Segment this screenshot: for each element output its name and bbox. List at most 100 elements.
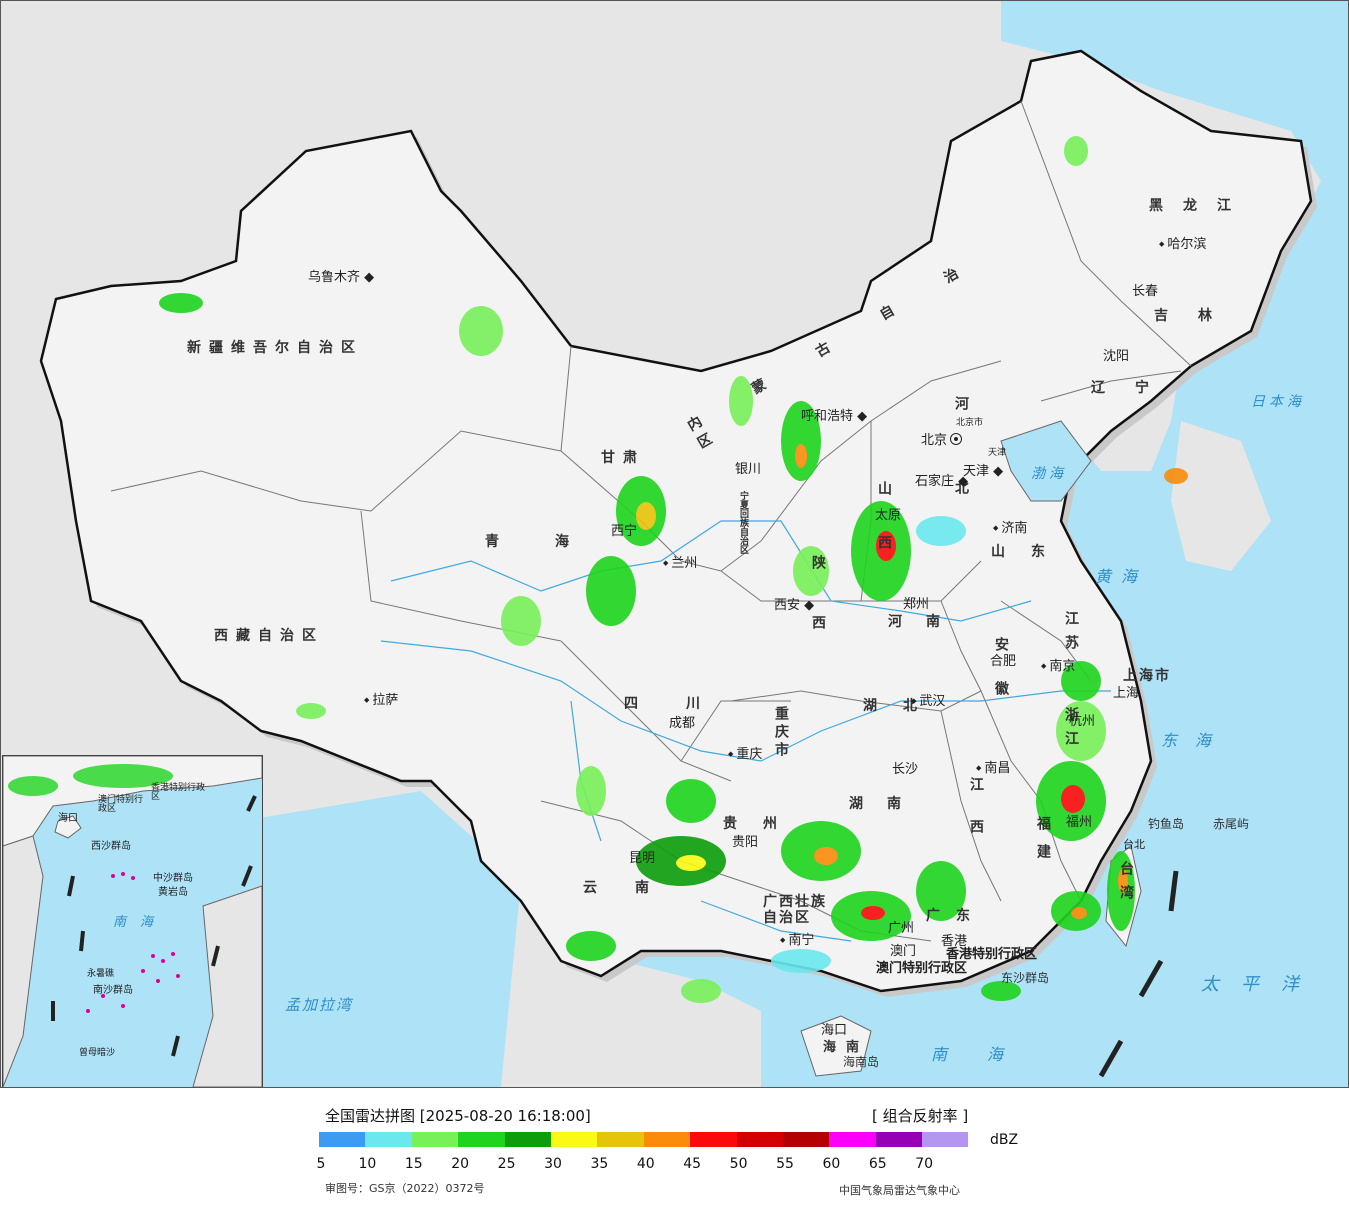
label-sea-pacific: 太平洋 xyxy=(1201,974,1321,995)
inset-canvas xyxy=(3,756,262,1087)
inset-label-south-sea: 南海 xyxy=(113,915,168,930)
colorbar-tick-label: 45 xyxy=(683,1156,702,1172)
city-nanjing: 南京 xyxy=(1041,660,1075,673)
colorbar-swatch xyxy=(782,1132,830,1147)
city-macau: 澳门 xyxy=(890,944,917,959)
label-province-yunnan: 云南 xyxy=(583,880,687,896)
inset-label-macau-sar: 澳门特别行政区 xyxy=(98,795,144,814)
colorbar-swatch xyxy=(550,1132,598,1147)
korea-japan-land xyxy=(1171,421,1271,571)
city-hefei: 合肥 xyxy=(990,654,1017,669)
dbz-colorbar xyxy=(319,1132,969,1147)
label-province-gansu: 甘肃 xyxy=(601,450,645,466)
province-borders xyxy=(110,100,1192,942)
colorbar-swatch xyxy=(458,1132,505,1147)
colorbar-swatch xyxy=(875,1132,923,1147)
label-hainan-island: 海南岛 xyxy=(843,1055,880,1069)
label-province-shanghai: 上海市 xyxy=(1123,668,1171,684)
city-wuhan: 武汉 xyxy=(911,695,945,708)
city-nanchang: 南昌 xyxy=(976,762,1010,775)
city-zhengzhou: 郑州 xyxy=(903,597,930,612)
label-tianjin-municipality: 天津 xyxy=(988,448,1007,458)
colorbar-swatch xyxy=(411,1132,459,1147)
colorbar-tick-label: 5 xyxy=(316,1156,326,1172)
city-tianjin: 天津 ◆ xyxy=(963,464,1004,479)
city-beijing: 北京 xyxy=(921,433,963,447)
label-province-shandong: 山东 xyxy=(991,544,1071,560)
label-province-hubei: 湖北 xyxy=(863,698,943,714)
city-fuzhou: 福州 xyxy=(1066,815,1093,830)
label-province-hunan: 湖南 xyxy=(849,796,925,812)
colorbar-tick-label: 25 xyxy=(497,1156,516,1172)
city-shenyang: 沈阳 xyxy=(1103,349,1130,364)
city-chongqing: 重庆 xyxy=(728,748,762,761)
colorbar-swatch xyxy=(736,1132,783,1147)
label-chiwei-islet: 赤尾屿 xyxy=(1213,817,1250,831)
organization: 中国气象局雷达气象中心 xyxy=(839,1184,960,1197)
label-sea-yellow: 黄海 xyxy=(1095,567,1148,586)
label-province-jilin: 吉林 xyxy=(1154,308,1242,324)
city-jinan: 济南 xyxy=(993,522,1027,535)
colorbar-tick-label: 40 xyxy=(636,1156,655,1172)
label-province-sichuan: 四川 xyxy=(624,696,748,712)
label-province-qinghai: 青海 xyxy=(485,534,625,550)
colorbar-tick-label: 15 xyxy=(404,1156,423,1172)
colorbar-tick-label: 30 xyxy=(544,1156,562,1172)
city-taiyuan: 太原 xyxy=(875,508,902,523)
legend-panel: 全国雷达拼图 [2025-08-20 16:18:00] [ 组合反射率 ] d… xyxy=(0,1088,1349,1208)
inset-label-haikou: 海口 xyxy=(58,813,78,824)
colorbar-tick-label: 20 xyxy=(451,1156,470,1172)
city-xining: 西宁 xyxy=(611,524,638,539)
label-province-guangdong: 广东 xyxy=(926,908,986,924)
colorbar-swatch xyxy=(319,1132,366,1147)
colorbar-swatch xyxy=(922,1132,969,1147)
label-province-heilongjiang: 黑龙江 xyxy=(1149,198,1251,214)
label-province-jiangsu: 江苏 xyxy=(1063,611,1079,659)
label-province-shanxi: 山西 xyxy=(876,481,892,589)
city-changsha: 长沙 xyxy=(892,762,919,777)
colorbar-swatch xyxy=(504,1132,551,1147)
approval-number: 审图号：GS京（2022）0372号 xyxy=(325,1182,485,1195)
inset-label-zhongsha: 中沙群岛 xyxy=(153,873,193,884)
colorbar-swatch xyxy=(643,1132,691,1147)
label-province-guizhou: 贵州 xyxy=(723,816,803,832)
colorbar-swatch xyxy=(365,1132,412,1147)
inset-label-zengmu: 曾母暗沙 xyxy=(79,1048,116,1058)
label-province-anhui: 安徽 xyxy=(993,637,1009,725)
city-kunming: 昆明 xyxy=(629,851,656,866)
hainan-island xyxy=(800,1015,872,1077)
city-hohhot: 呼和浩特 ◆ xyxy=(801,409,868,424)
city-hangzhou: 杭州 xyxy=(1069,714,1096,729)
bohai-sea xyxy=(1000,420,1092,502)
capital-icon xyxy=(950,433,963,445)
city-urumqi: 乌鲁木齐 ◆ xyxy=(308,270,375,285)
colorbar-swatch xyxy=(690,1132,737,1147)
city-guangzhou: 广州 xyxy=(888,921,915,936)
china-land xyxy=(39,49,1313,993)
city-hongkong: 香港 xyxy=(941,934,968,949)
city-xian: 西安 ◆ xyxy=(774,598,815,613)
colorbar-tick-label: 50 xyxy=(729,1156,748,1172)
city-nanning: 南宁 xyxy=(780,934,814,947)
city-shijiazhuang: 石家庄 ◆ xyxy=(915,474,969,489)
label-province-henan: 河南 xyxy=(888,614,964,630)
label-sea-east: 东海 xyxy=(1161,731,1230,750)
inset-label-huangyan: 黄岩岛 xyxy=(158,887,188,898)
label-province-guangxi: 广西壮族自治区 xyxy=(763,894,827,926)
city-changchun: 长春 xyxy=(1132,284,1159,299)
city-chengdu: 成都 xyxy=(669,716,696,731)
label-sea-japan: 日本海 xyxy=(1251,394,1305,410)
colorbar-tick-label: 55 xyxy=(776,1156,794,1172)
colorbar-tick-label: 35 xyxy=(590,1156,609,1172)
city-shanghai: 上海 xyxy=(1113,686,1140,701)
label-dongsha-islands: 东沙群岛 xyxy=(1001,971,1050,985)
south-china-sea-inset: 海口 南海 西沙群岛 中沙群岛 黄岩岛 南沙群岛 永暑礁 曾母暗沙 香港特别行政… xyxy=(2,755,263,1087)
label-hongkong-sar: 香港特别行政区 xyxy=(946,947,1038,962)
label-macau-sar: 澳门特别行政区 xyxy=(876,961,968,976)
colorbar-swatch xyxy=(829,1132,876,1147)
radar-map[interactable]: 新疆维吾尔自治区 西藏自治区 青海 甘肃 宁夏回族自治区 四川 云南 贵州 重庆… xyxy=(0,0,1349,1088)
colorbar-tick-label: 65 xyxy=(868,1156,887,1172)
inset-label-xisha: 西沙群岛 xyxy=(91,841,131,852)
label-province-liaoning: 辽宁 xyxy=(1091,380,1179,396)
label-province-chongqing: 重庆市 xyxy=(773,706,789,760)
